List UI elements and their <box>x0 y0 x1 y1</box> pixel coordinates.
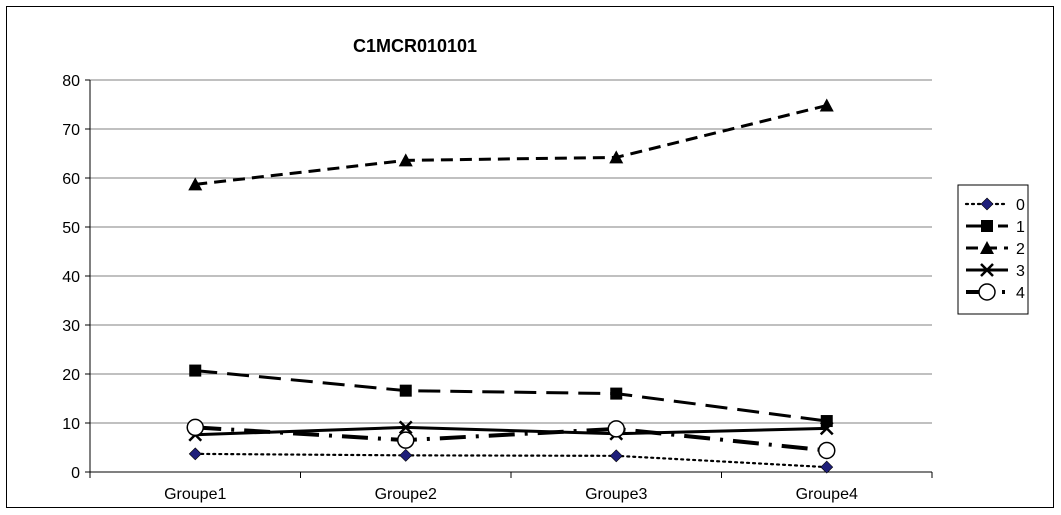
data-point-4 <box>607 420 625 438</box>
data-point-0 <box>399 448 413 462</box>
legend-label: 3 <box>1016 263 1025 280</box>
y-tick-label: 30 <box>62 318 80 335</box>
series-0 <box>188 447 834 474</box>
data-point-1 <box>610 387 623 400</box>
data-point-4 <box>397 431 415 449</box>
data-point-4 <box>818 441 836 460</box>
series-line-0 <box>194 452 828 469</box>
data-point-2 <box>609 150 624 164</box>
data-point-1 <box>399 384 412 397</box>
data-point-3 <box>819 421 834 436</box>
legend-label: 2 <box>1016 241 1025 258</box>
legend-item-2: 2 <box>966 241 1025 258</box>
data-point-3 <box>398 420 413 435</box>
data-point-1 <box>189 364 202 377</box>
series-line-2 <box>195 104 828 186</box>
data-point-2 <box>188 177 203 191</box>
legend-marker <box>980 241 994 254</box>
series-line-4 <box>195 425 827 453</box>
y-tick-label: 20 <box>62 367 80 384</box>
y-tick-label: 0 <box>71 465 80 482</box>
legend-label: 1 <box>1016 219 1025 236</box>
series-line-1 <box>195 369 827 423</box>
data-point-4 <box>186 418 204 437</box>
data-point-0 <box>609 449 623 463</box>
series-4 <box>186 418 836 460</box>
y-tick-label: 60 <box>62 171 80 188</box>
axes: 0 10 20 30 40 50 60 70 80 Groupe1 Groupe2 Groupe3 Gr… <box>62 73 933 503</box>
x-tick-label: Groupe1 <box>164 486 226 503</box>
x-tick-label: Groupe4 <box>796 486 858 503</box>
chart-title: C1MCR010101 <box>353 36 477 56</box>
y-tick-label: 10 <box>62 416 80 433</box>
series-2 <box>188 98 834 191</box>
series-group <box>186 98 836 474</box>
legend-label: 0 <box>1016 197 1025 214</box>
y-tick-label: 80 <box>62 73 80 90</box>
x-tick-label: Groupe3 <box>585 486 647 503</box>
legend-marker <box>980 197 994 211</box>
legend: 0 1 2 3 4 <box>957 184 1029 315</box>
legend-item-1: 1 <box>966 219 1025 236</box>
legend-marker <box>980 263 994 277</box>
series-line-3 <box>195 425 827 437</box>
legend-marker <box>981 220 993 232</box>
chart-frame <box>6 6 1054 508</box>
y-tick-label: 40 <box>62 269 80 286</box>
legend-label: 4 <box>1016 285 1025 302</box>
data-point-2 <box>819 98 834 112</box>
legend-marker <box>978 283 996 301</box>
series-3 <box>188 420 834 442</box>
legend-item-4: 4 <box>966 283 1025 302</box>
data-point-0 <box>820 460 834 474</box>
y-tick-label: 50 <box>62 220 80 237</box>
x-tick-label: Groupe2 <box>375 486 437 503</box>
legend-item-0: 0 <box>964 197 1025 214</box>
data-point-2 <box>398 153 413 167</box>
y-tick-label: 70 <box>62 122 80 139</box>
legend-item-3: 3 <box>966 263 1025 280</box>
data-point-0 <box>188 447 202 461</box>
